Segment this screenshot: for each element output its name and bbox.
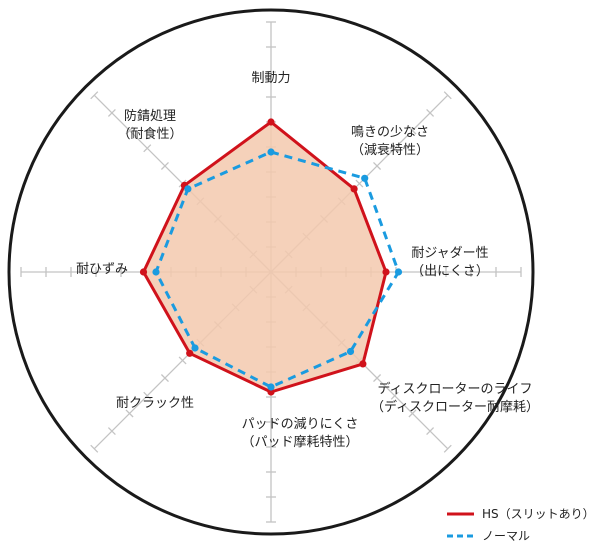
axis-tick: [373, 374, 382, 383]
axis-tick: [390, 391, 399, 400]
axis-label-1: 制動力: [251, 71, 290, 86]
axis-tick: [178, 356, 187, 365]
axis-tick: [143, 144, 152, 153]
axis-label-line: 耐ひずみ: [76, 262, 128, 277]
series-2-point-7: [152, 268, 160, 276]
axis-tick: [90, 444, 99, 453]
legend-label-1: HS（スリットあり）: [482, 507, 595, 521]
axis-label-line: （減衰特性）: [351, 142, 429, 158]
series-1-point-3: [382, 268, 390, 276]
series-2-point-1: [267, 148, 275, 156]
axis-label-4: ディスクローターのライフ （ディスクローター耐摩耗）: [371, 381, 539, 415]
series-1-point-7: [139, 268, 148, 276]
axis-label-line: パッドの減りにくさ: [242, 416, 359, 432]
legend: HS（スリットあり） ノーマル: [447, 507, 595, 543]
legend-label-2: ノーマル: [482, 529, 530, 543]
axis-tick: [426, 427, 435, 436]
series-2-point-6: [191, 344, 199, 352]
axis-tick: [160, 161, 169, 170]
axis-tick: [107, 427, 116, 436]
axis-tick: [107, 108, 116, 117]
series-1-point-6: [186, 349, 194, 357]
series-2-point-8: [184, 185, 192, 193]
axis-label-line: ディスクローターのライフ: [377, 381, 532, 397]
series-2-point-3: [394, 268, 403, 276]
axis-label-6: 耐クラック性: [116, 396, 194, 411]
axis-tick: [125, 126, 134, 135]
axis-label-7: 耐ひずみ: [76, 262, 128, 277]
axis-tick: [390, 144, 399, 153]
axis-label-8: 防錆処理 （耐食性）: [117, 108, 182, 142]
axis-tick: [426, 108, 435, 117]
series-2-polygon: [154, 150, 400, 389]
axis-tick: [125, 409, 134, 418]
axis-label-line: （耐食性）: [117, 126, 182, 142]
axis-tick: [443, 91, 452, 100]
axis-label-line: （ディスクローター耐摩耗）: [371, 399, 539, 415]
axis-label-line: 制動力: [251, 71, 290, 86]
axis-tick: [160, 374, 169, 383]
axis-label-line: 耐クラック性: [116, 396, 194, 411]
axis-tick: [143, 391, 152, 400]
series-2-point-4: [346, 347, 355, 356]
axis-tick: [90, 91, 99, 100]
axis-label-5: パッドの減りにくさ （パッド摩耗特性）: [241, 416, 358, 450]
axis-label-line: 鳴きの少なさ: [351, 125, 429, 140]
series-2-point-2: [361, 174, 369, 182]
axis-tick: [443, 444, 452, 453]
axis-tick: [408, 126, 417, 135]
series-1-point-4: [359, 360, 367, 368]
axis-label-line: （出にくさ）: [411, 264, 489, 279]
axis-label-line: 防錆処理: [124, 108, 176, 124]
series-1-point-1: [267, 118, 275, 126]
axis-label-3: 耐ジャダー性 （出にくさ）: [411, 246, 489, 279]
series-1-point-2: [350, 185, 358, 193]
axis-label-line: （パッド摩耗特性）: [241, 434, 358, 450]
axis-tick: [373, 161, 382, 170]
axis-tick: [355, 179, 364, 188]
axis-label-line: 耐ジャダー性: [411, 246, 488, 261]
series-2-point-5: [267, 383, 275, 391]
axis-label-2: 鳴きの少なさ （減衰特性）: [351, 125, 429, 158]
frame-circle: [7, 8, 535, 536]
axis-tick: [408, 409, 417, 418]
series-1-point-5: [267, 388, 275, 396]
